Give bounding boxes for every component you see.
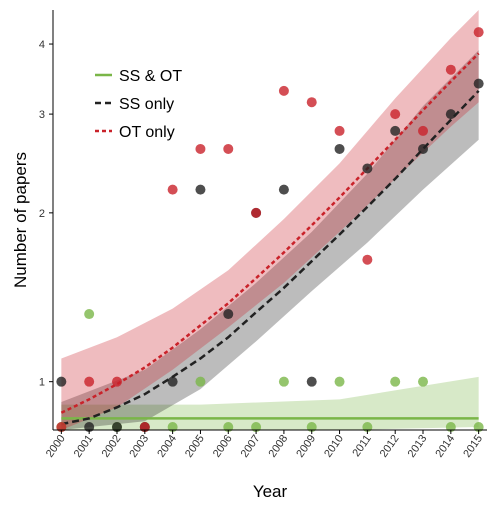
- point-ot-only-2009: [306, 97, 317, 108]
- point-ss-only-2015: [473, 78, 484, 89]
- point-ot-only-2012: [390, 109, 401, 120]
- y-tick-label: 4: [39, 39, 45, 51]
- x-tick-label: 2013: [406, 433, 430, 460]
- point-ot-only-2010: [334, 125, 345, 136]
- point-ss-only-2000: [56, 376, 67, 387]
- point-ss-only-2012: [390, 125, 401, 136]
- x-tick-label: 2006: [211, 433, 235, 460]
- y-tick-label: 1: [39, 377, 45, 389]
- point-ss-ot-2010: [334, 376, 345, 387]
- point-ot-only-2004: [167, 184, 178, 195]
- point-ss-only-2013: [418, 143, 429, 154]
- point-ot-only-2015: [473, 27, 484, 38]
- point-ot-only-2001: [84, 376, 95, 387]
- ci-band-ss-only: [61, 50, 479, 431]
- x-tick-label: 2003: [127, 433, 151, 460]
- point-ss-only-2006: [223, 309, 234, 320]
- point-ss-ot-2001: [84, 309, 95, 320]
- y-axis-title: Number of papers: [11, 152, 30, 288]
- x-tick-label: 2004: [155, 433, 179, 460]
- x-tick-label: 2015: [461, 433, 485, 460]
- point-ss-only-2005: [195, 184, 206, 195]
- point-ss-only-2010: [334, 143, 345, 154]
- x-tick-label: 2012: [378, 433, 402, 460]
- point-ot-only-2013: [418, 125, 429, 136]
- fit-line-ss-only: [61, 90, 480, 426]
- point-ss-ot-2012: [390, 376, 401, 387]
- y-tick-label: 2: [39, 208, 45, 220]
- point-ss-ot-2005: [195, 376, 206, 387]
- ci-band-ot-only: [61, 10, 479, 430]
- point-ss-ot-2008: [278, 376, 289, 387]
- point-ss-only-2011: [362, 163, 373, 174]
- point-ot-only-2005: [195, 143, 206, 154]
- x-tick-label: 2002: [100, 433, 124, 460]
- x-tick-label: 2010: [322, 433, 346, 460]
- point-ot-only-2011: [362, 254, 373, 265]
- confidence-bands: [61, 10, 479, 431]
- x-tick-label: 2001: [72, 433, 96, 460]
- x-tick-label: 2005: [183, 433, 207, 460]
- point-ss-only-2014: [445, 109, 456, 120]
- point-ot-only-2002: [111, 376, 122, 387]
- x-axis-title: Year: [253, 482, 288, 501]
- point-ot-only-2014: [445, 64, 456, 75]
- fit-line-ot-only: [60, 52, 480, 414]
- x-tick-label: 2014: [433, 433, 457, 460]
- point-ot-only-2008: [278, 85, 289, 96]
- x-tick-label: 2011: [350, 433, 373, 459]
- legend-label: OT only: [119, 124, 175, 141]
- point-ss-only-2009: [306, 376, 317, 387]
- x-tick-label: 2000: [44, 433, 68, 460]
- x-tick-label: 2008: [266, 433, 290, 460]
- fit-lines: [60, 52, 480, 426]
- x-tick-label: 2009: [294, 433, 318, 460]
- point-ot-only-2007: [251, 207, 262, 218]
- legend-label: SS & OT: [119, 68, 182, 85]
- point-ss-only-2008: [278, 184, 289, 195]
- point-ss-only-2004: [167, 376, 178, 387]
- y-tick-label: 3: [39, 109, 45, 121]
- point-ss-ot-2013: [418, 376, 429, 387]
- legend-label: SS only: [119, 96, 174, 113]
- x-tick-label: 2007: [239, 433, 263, 460]
- point-ot-only-2006: [223, 143, 234, 154]
- ci-band-ss-ot: [61, 376, 479, 430]
- legend: SS & OT SS only OT only: [95, 68, 182, 141]
